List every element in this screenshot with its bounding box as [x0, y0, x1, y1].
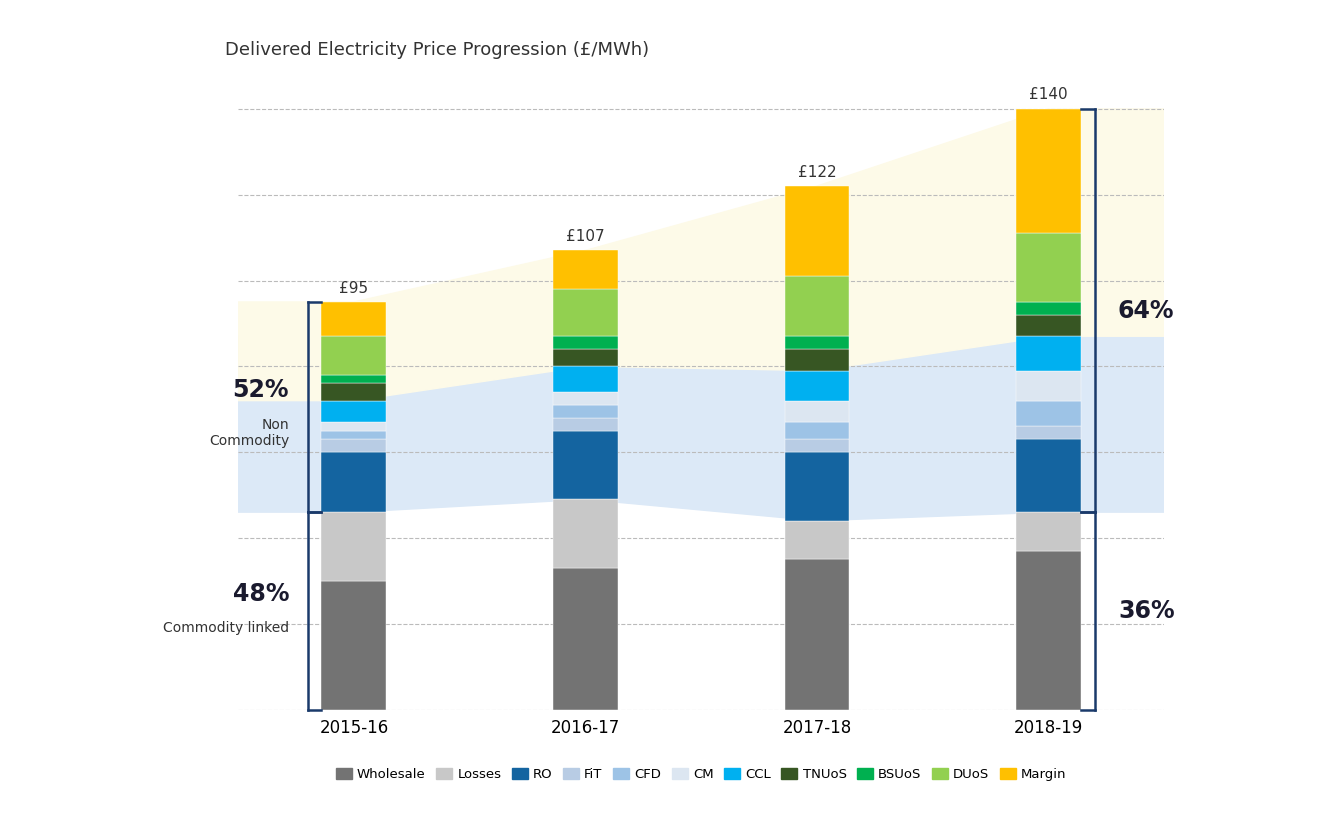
Bar — [321, 431, 386, 439]
Bar — [1016, 233, 1081, 302]
Bar — [321, 512, 386, 581]
Bar — [553, 366, 618, 392]
Legend: Wholesale, Losses, RO, FiT, CFD, CM, CCL, TNUoS, BSUoS, DUoS, Margin: Wholesale, Losses, RO, FiT, CFD, CM, CCL… — [331, 763, 1072, 786]
Bar — [1016, 109, 1081, 233]
Text: 52%: 52% — [233, 378, 288, 402]
Bar — [1016, 512, 1081, 551]
Bar — [553, 405, 618, 417]
Bar — [553, 337, 618, 349]
Bar — [553, 289, 618, 337]
Bar — [553, 251, 618, 289]
Bar — [553, 349, 618, 366]
Bar — [785, 452, 849, 521]
Text: Delivered Electricity Price Progression (£/MWh): Delivered Electricity Price Progression … — [225, 41, 650, 59]
Bar — [1016, 315, 1081, 337]
Bar — [1016, 551, 1081, 710]
Bar — [785, 559, 849, 710]
Bar — [1016, 337, 1081, 370]
Bar — [785, 401, 849, 422]
Bar — [1016, 370, 1081, 401]
Bar — [785, 349, 849, 370]
Bar — [785, 521, 849, 559]
Bar — [321, 337, 386, 375]
Bar — [785, 422, 849, 439]
Bar — [785, 337, 849, 349]
Text: 64%: 64% — [1118, 299, 1175, 323]
Bar — [785, 186, 849, 276]
Bar — [321, 581, 386, 710]
Bar — [553, 499, 618, 568]
Bar — [553, 417, 618, 431]
Bar — [321, 384, 386, 401]
Polygon shape — [238, 337, 1164, 521]
Polygon shape — [238, 109, 1164, 401]
Bar — [321, 401, 386, 422]
Bar — [1016, 401, 1081, 427]
Bar — [553, 392, 618, 405]
Text: £140: £140 — [1029, 87, 1068, 102]
Bar — [321, 302, 386, 337]
Bar — [321, 422, 386, 431]
Text: 48%: 48% — [233, 582, 288, 606]
Text: £122: £122 — [798, 165, 836, 180]
Text: £107: £107 — [566, 229, 605, 244]
Bar — [1016, 302, 1081, 315]
Bar — [785, 370, 849, 401]
Text: £95: £95 — [339, 280, 369, 295]
Bar — [321, 452, 386, 512]
Bar — [785, 439, 849, 452]
Text: 36%: 36% — [1118, 599, 1175, 623]
Bar — [553, 431, 618, 499]
Text: Commodity linked: Commodity linked — [163, 621, 288, 635]
Bar — [321, 439, 386, 452]
Bar — [1016, 427, 1081, 439]
Bar — [321, 375, 386, 384]
Polygon shape — [238, 233, 1164, 375]
Bar — [785, 276, 849, 337]
Bar — [553, 568, 618, 710]
Text: Non
Commodity: Non Commodity — [209, 417, 288, 448]
Bar — [1016, 439, 1081, 512]
